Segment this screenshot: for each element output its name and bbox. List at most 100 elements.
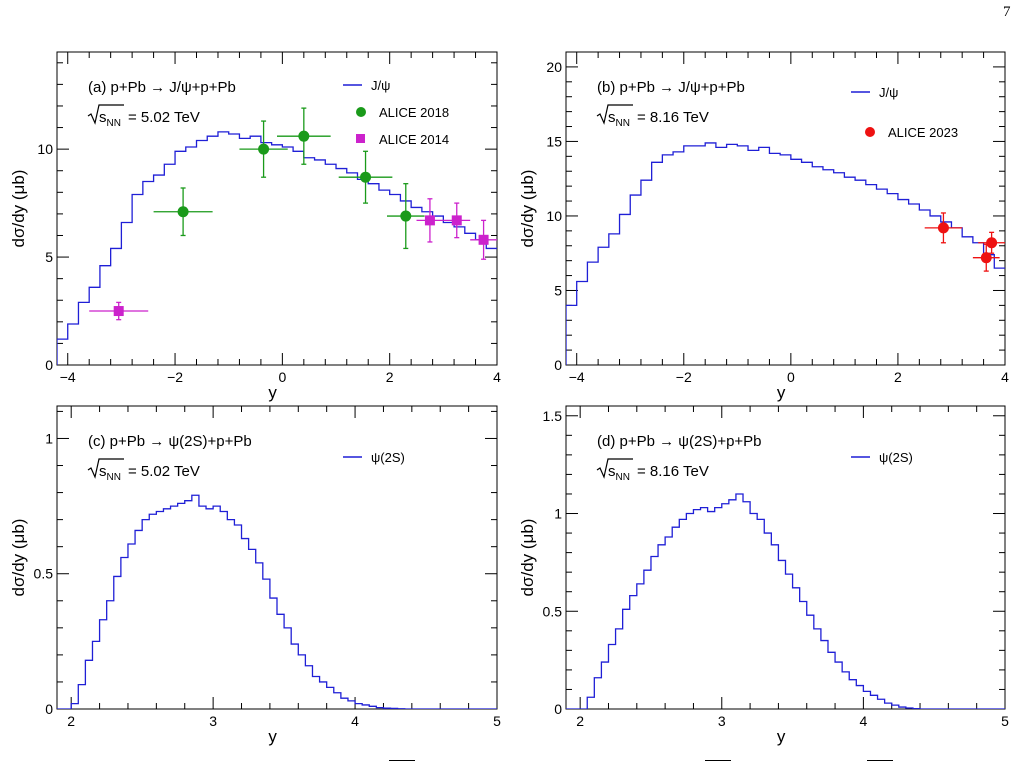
panel-title: (d) p+Pb → ψ(2S)+p+Pb: [597, 433, 762, 450]
panel-title: (b) p+Pb → J/ψ+p+Pb: [597, 79, 745, 96]
panel-b: −4 −2 0 2 4 0 5 10 15 20 y dσ/dy (μb) (b) p+Pb → J/ψ…: [518, 51, 1009, 402]
data-point: [277, 107, 331, 165]
plot-area: [566, 493, 1005, 709]
subscript-nn: NN: [107, 118, 121, 129]
data-point: [924, 212, 963, 244]
square-marker: [113, 306, 124, 317]
y-tick-label: 1: [45, 430, 53, 446]
x-axis-label: y: [777, 727, 786, 746]
x-tick-label: 4: [493, 369, 501, 385]
x-tick-label: −4: [569, 369, 585, 385]
subscript-nn: NN: [616, 472, 630, 483]
circle-marker: [298, 130, 310, 142]
y-axis-label: dσ/dy (μb): [518, 170, 537, 248]
x-tick-label: 0: [787, 369, 795, 385]
model-step-line: [566, 142, 1005, 365]
model-step-line: [566, 493, 1005, 709]
x-tick-label: 2: [386, 369, 394, 385]
legend-entry: ψ(2S): [371, 450, 405, 465]
y-tick-label: 15: [546, 133, 562, 149]
page-number: 7: [1003, 4, 1011, 20]
y-tick-label: 10: [37, 141, 53, 157]
sqrt-symbol: [596, 104, 633, 125]
legend-entry: ψ(2S): [879, 450, 913, 465]
data-point: [153, 187, 213, 237]
energy-label: = 8.16 TeV: [637, 109, 709, 126]
y-tick-label: 5: [554, 282, 562, 298]
x-tick-label: 5: [1001, 713, 1009, 729]
y-tick-label: 0.5: [543, 603, 563, 619]
x-tick-label: 0: [278, 369, 286, 385]
panel-c: 2 3 4 5 0 0.5 1 y dσ/dy (μb) (c) p+Pb → ψ(2S)+p+P…: [9, 405, 501, 746]
x-tick-label: 4: [1001, 369, 1009, 385]
legend-marker-swatch: [356, 107, 366, 117]
legend-entry: ALICE 2023: [888, 125, 958, 140]
circle-marker: [258, 143, 270, 155]
x-tick-label: 4: [859, 713, 867, 729]
legend-marker-swatch: [865, 127, 875, 137]
x-tick-label: 2: [576, 713, 584, 729]
y-tick-label: 10: [546, 208, 562, 224]
plot-area: [57, 107, 497, 365]
y-tick-label: 1.5: [543, 408, 563, 424]
square-marker: [424, 215, 435, 226]
x-tick-label: −2: [676, 369, 692, 385]
x-axis-label: y: [268, 727, 277, 746]
x-tick-label: 4: [351, 713, 359, 729]
x-tick-label: 3: [718, 713, 726, 729]
x-tick-label: 5: [493, 713, 501, 729]
y-axis-label: dσ/dy (μb): [9, 170, 28, 248]
legend-entry: ALICE 2014: [379, 132, 449, 147]
sqrt-s-nn: sNN: [608, 463, 630, 483]
data-point: [387, 183, 425, 250]
model-step-line: [57, 494, 497, 709]
square-marker: [478, 234, 489, 245]
x-tick-label: 3: [209, 713, 217, 729]
data-point: [239, 120, 288, 178]
circle-marker: [400, 210, 412, 222]
square-marker: [451, 215, 462, 226]
model-step-line: [57, 131, 497, 365]
plot-frame: [56, 51, 498, 366]
circle-marker: [986, 237, 998, 249]
y-axis-label: dσ/dy (μb): [9, 519, 28, 597]
sqrt-s-nn: sNN: [608, 109, 630, 129]
x-tick-label: −2: [167, 369, 183, 385]
x-tick-label: 2: [67, 713, 75, 729]
sqrt-symbol: [87, 104, 124, 125]
panel-title: (c) p+Pb → ψ(2S)+p+Pb: [88, 433, 252, 450]
panel-a: −4 −2 0 2 4 0 5 10 y dσ/dy (μb) (a) p+Pb → J/ψ+p+P…: [9, 51, 501, 402]
energy-label: = 8.16 TeV: [637, 463, 709, 480]
circle-marker: [177, 206, 189, 218]
y-tick-label: 1: [554, 506, 562, 522]
data-point: [338, 150, 393, 204]
sqrt-s-nn: sNN: [99, 109, 121, 129]
circle-marker: [980, 252, 992, 264]
legend-entry: J/ψ: [879, 85, 898, 100]
plot-frame: [56, 405, 498, 710]
data-point: [416, 198, 444, 243]
legend-entry: ALICE 2018: [379, 105, 449, 120]
plot-area: [57, 494, 497, 709]
x-axis-label: y: [268, 383, 277, 402]
data-point: [89, 301, 149, 321]
circle-marker: [937, 222, 949, 234]
data-point: [470, 219, 497, 260]
panel-d: 2 3 4 5 0 0.5 1 1.5 y dσ/dy (μb) (d) p+Pb → ψ(2S)+…: [518, 405, 1009, 746]
y-tick-label: 0: [554, 357, 562, 373]
legend-entry: J/ψ: [371, 78, 390, 93]
y-tick-label: 20: [546, 59, 562, 75]
plot-frame: [565, 405, 1006, 710]
energy-label: = 5.02 TeV: [128, 109, 200, 126]
y-tick-label: 0.5: [34, 566, 54, 582]
y-tick-label: 0: [45, 701, 53, 717]
x-axis-label: y: [777, 383, 786, 402]
circle-marker: [360, 171, 372, 183]
subscript-nn: NN: [616, 118, 630, 129]
subscript-nn: NN: [107, 472, 121, 483]
x-tick-label: −4: [60, 369, 76, 385]
y-tick-label: 0: [45, 357, 53, 373]
sqrt-symbol: [596, 458, 633, 479]
energy-label: = 5.02 TeV: [128, 463, 200, 480]
